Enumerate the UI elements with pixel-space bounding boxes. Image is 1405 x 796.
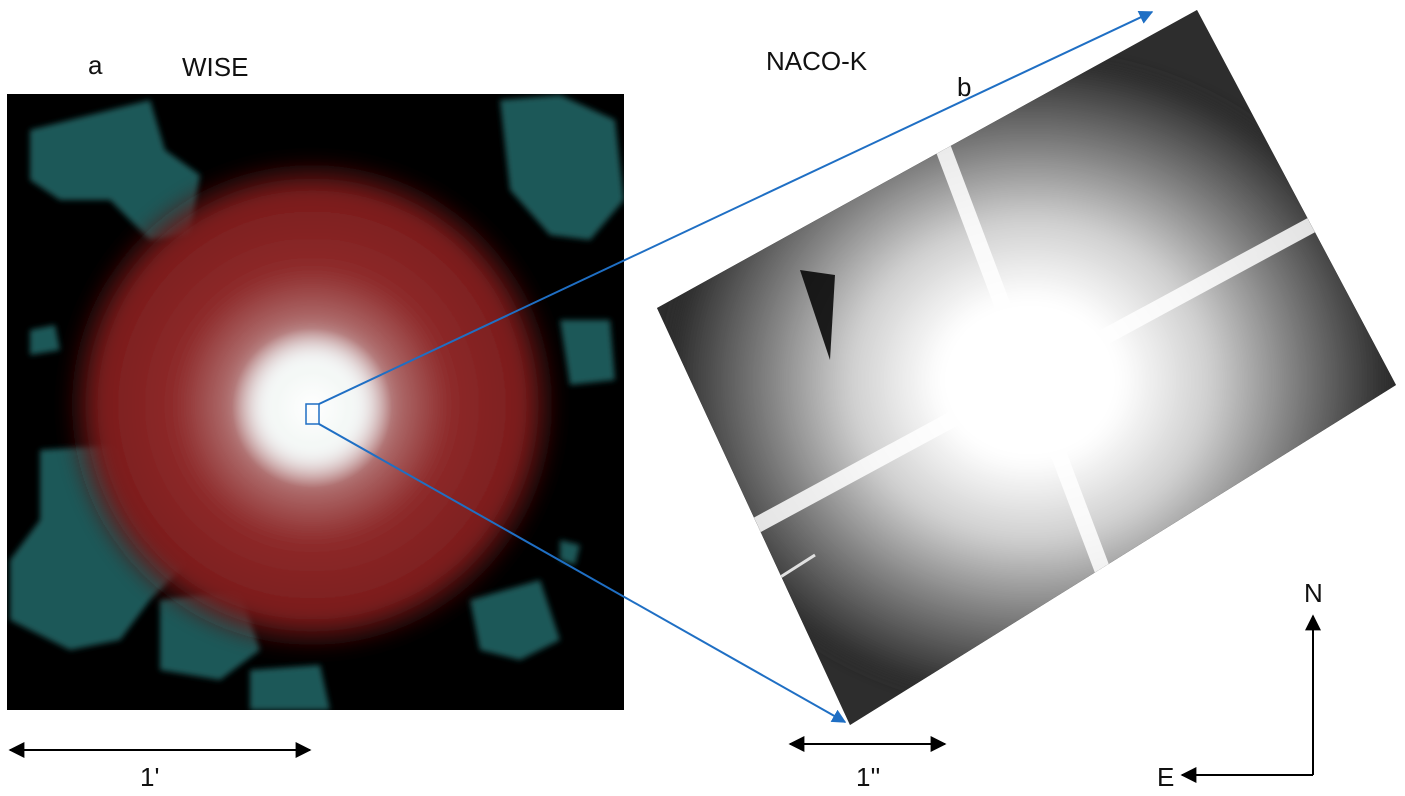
compass-east-label: E [1157,762,1175,792]
wise-image-panel [7,94,624,710]
wise-bright-core [232,328,392,488]
panel-b-title: NACO-K [766,46,868,76]
compass [1180,614,1321,783]
compass-north-label: N [1304,578,1323,608]
panel-a-title: WISE [182,52,249,82]
wise-scale-label: 1' [140,762,160,792]
panel-b-letter: b [957,72,972,102]
zoom-arrow-bottom [318,423,847,723]
panel-a-letter: a [88,50,103,80]
naco-scale-label: 1'' [856,762,881,792]
naco-image-panel [657,10,1396,725]
zoom-region-box [305,403,320,425]
diffraction-spikes [712,132,1338,598]
zoom-arrow-top [318,11,1154,405]
